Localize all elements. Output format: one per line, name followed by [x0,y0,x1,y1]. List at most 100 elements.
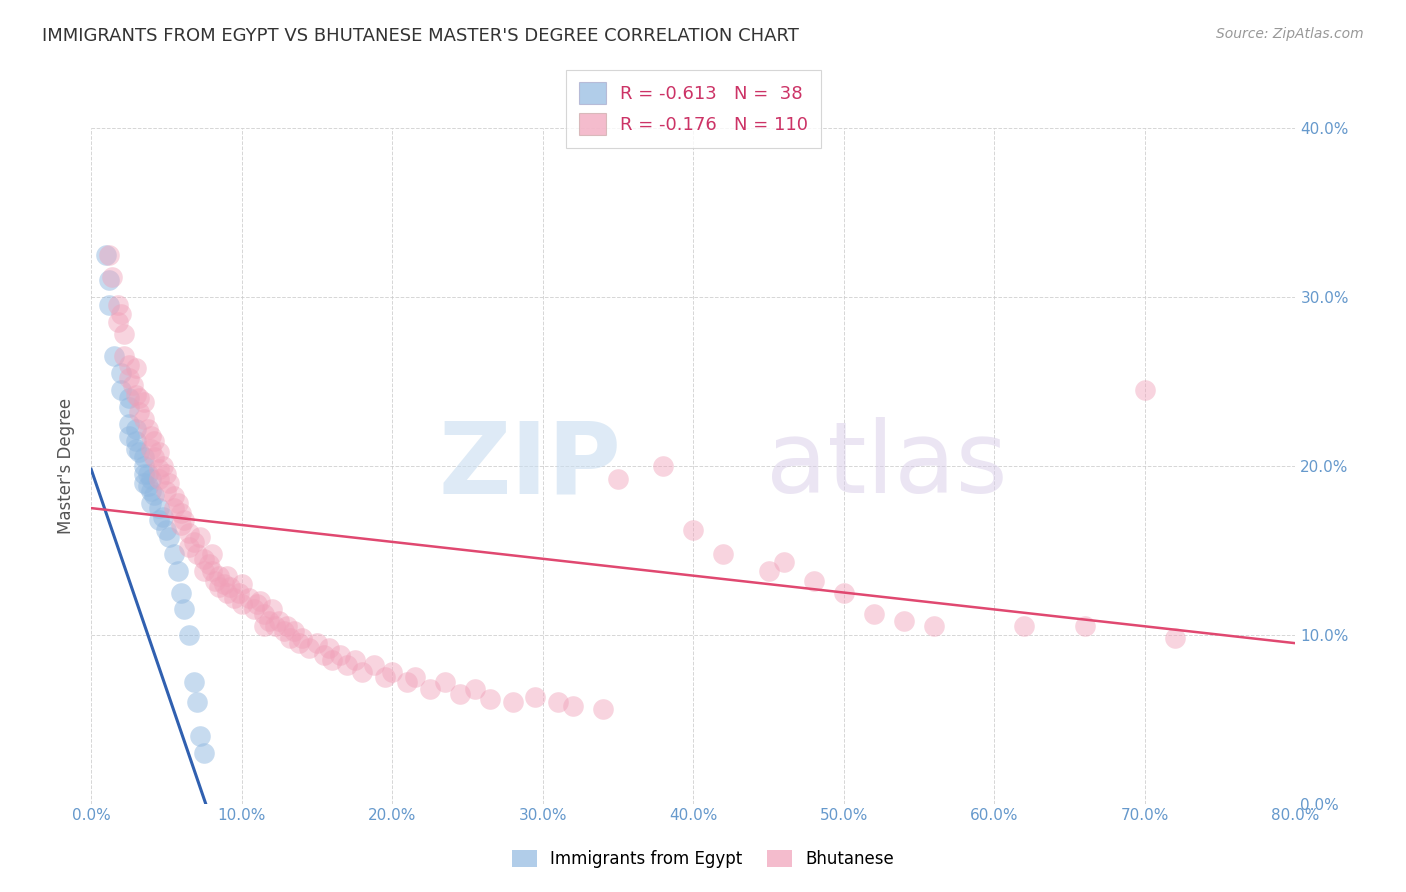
Point [464,681,486,696]
Point [125,422,148,436]
Point [832,585,855,599]
Point [433,675,456,690]
Point [132,450,155,465]
Point [249,594,271,608]
Point [122,377,145,392]
Point [363,658,385,673]
Point [212,577,235,591]
Point [188,729,211,743]
Point [419,681,441,696]
Point [607,472,630,486]
Point [288,636,311,650]
Point [321,653,343,667]
Point [246,598,269,612]
Point [1133,383,1156,397]
Point [200,547,222,561]
Point [200,564,222,578]
Point [155,467,177,482]
Point [177,526,200,541]
Point [218,581,240,595]
Point [524,690,547,705]
Point [193,551,215,566]
Point [1164,631,1187,645]
Point [138,467,160,482]
Point [803,574,825,588]
Point [193,746,215,760]
Point [404,670,426,684]
Point [291,631,314,645]
Point [242,602,264,616]
Point [118,417,141,431]
Point [112,349,135,363]
Point [328,648,350,662]
Point [148,445,170,459]
Point [98,248,121,262]
Point [118,358,141,372]
Point [107,315,129,329]
Point [592,702,614,716]
Point [110,366,132,380]
Point [186,547,208,561]
Point [231,577,253,591]
Point [163,489,186,503]
Point [228,585,250,599]
Legend: Immigrants from Egypt, Bhutanese: Immigrants from Egypt, Bhutanese [505,843,901,875]
Point [314,648,336,662]
Point [298,641,321,656]
Point [143,487,166,501]
Point [132,394,155,409]
Point [215,585,238,599]
Point [772,555,794,569]
Point [125,388,148,402]
Point [177,540,200,554]
Point [193,564,215,578]
Point [273,624,295,639]
Point [155,484,177,499]
Point [118,428,141,442]
Point [863,607,886,622]
Point [148,462,170,476]
Point [1073,619,1095,633]
Point [170,585,193,599]
Point [159,530,181,544]
Point [253,607,276,622]
Point [305,636,328,650]
Y-axis label: Master's Degree: Master's Degree [58,398,75,534]
Text: Source: ZipAtlas.com: Source: ZipAtlas.com [1216,27,1364,41]
Point [125,361,148,376]
Point [155,523,177,537]
Point [132,475,155,490]
Point [197,557,219,571]
Point [186,695,208,709]
Point [152,509,174,524]
Point [170,506,193,520]
Point [713,547,735,561]
Point [173,513,195,527]
Legend: R = -0.613   N =  38, R = -0.176   N = 110: R = -0.613 N = 38, R = -0.176 N = 110 [565,70,821,148]
Point [128,445,150,459]
Point [148,472,170,486]
Point [183,534,205,549]
Point [118,392,141,406]
Point [96,248,118,262]
Point [112,327,135,342]
Point [107,298,129,312]
Point [276,619,298,633]
Point [167,496,190,510]
Point [98,298,121,312]
Point [561,698,583,713]
Point [125,442,148,456]
Point [98,273,121,287]
Point [152,458,174,473]
Point [183,675,205,690]
Point [177,628,200,642]
Point [381,665,404,679]
Text: atlas: atlas [765,417,1007,515]
Point [110,307,132,321]
Point [1014,619,1036,633]
Point [682,523,704,537]
Point [188,530,211,544]
Point [374,670,396,684]
Point [758,564,780,578]
Point [269,614,291,628]
